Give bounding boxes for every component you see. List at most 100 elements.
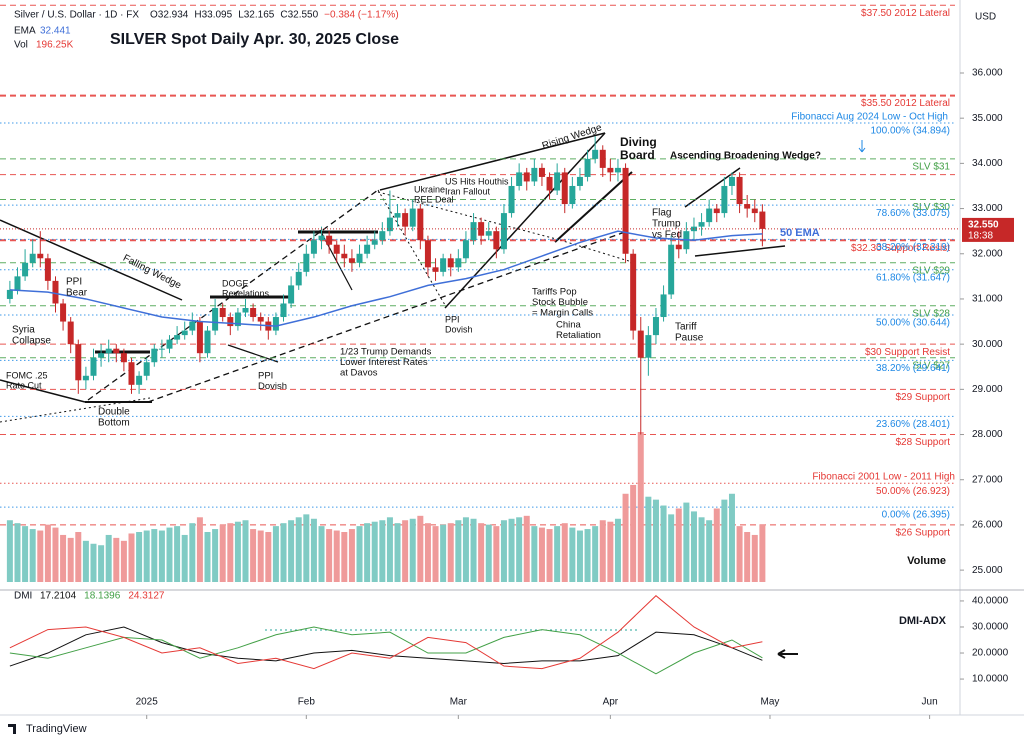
- candle-body: [90, 357, 97, 376]
- candle-body: [645, 335, 652, 358]
- volume-bar: [478, 523, 485, 582]
- volume-bar: [272, 526, 279, 582]
- candle-body: [364, 244, 371, 254]
- footer: TradingView: [26, 723, 87, 735]
- volume-bar: [546, 529, 553, 582]
- volume-bar: [242, 520, 249, 582]
- volume-bar: [744, 532, 751, 582]
- volume-bar: [120, 540, 127, 582]
- candle-body: [455, 258, 462, 268]
- candle-body: [189, 321, 196, 331]
- y-tick-label: 33.000: [972, 203, 1003, 214]
- dmi-label: DMI: [14, 591, 32, 602]
- candle-body: [751, 208, 758, 214]
- annotation: Ukraine: [414, 184, 445, 194]
- candle-body: [485, 231, 492, 236]
- candle-body: [668, 244, 675, 295]
- volume-bar: [295, 517, 302, 582]
- annotation: Double: [98, 407, 130, 418]
- volume-bar: [265, 532, 272, 582]
- candle-body: [22, 262, 29, 277]
- candle-body: [736, 176, 743, 205]
- candle-body: [227, 317, 234, 327]
- candle-body: [105, 348, 112, 354]
- volume-bar: [614, 518, 621, 582]
- candle-body: [341, 253, 348, 259]
- candle-body: [447, 258, 454, 268]
- candle-body: [82, 375, 89, 381]
- volume-bar: [759, 524, 766, 582]
- annotation: = Margin Calls: [532, 308, 593, 319]
- volume-bar: [6, 520, 13, 582]
- rising-wedge: [379, 132, 606, 191]
- y-tick-label: 32.000: [972, 248, 1003, 259]
- volume-bar: [584, 529, 591, 582]
- level-label: 0.00% (26.395): [882, 510, 950, 521]
- trendline: [377, 189, 446, 306]
- annotation: FOMC .25: [6, 370, 48, 380]
- candle-body: [386, 217, 393, 232]
- y-tick-label: 34.000: [972, 158, 1003, 169]
- volume-bar: [82, 540, 89, 582]
- annotation: US Hits Houthis: [445, 176, 509, 186]
- volume-bar: [637, 432, 644, 582]
- candle-body: [417, 208, 424, 241]
- volume-bar: [728, 493, 735, 582]
- candle-body: [128, 362, 135, 385]
- volume-bar: [386, 517, 393, 582]
- vol-value: 196.25K: [36, 40, 74, 51]
- volume-bar: [234, 521, 241, 582]
- annotation: Lower Interest Rates: [340, 357, 428, 368]
- candle-body: [462, 240, 469, 259]
- candle-body: [599, 149, 606, 168]
- candle-body: [576, 176, 583, 186]
- volume-bar: [174, 526, 181, 582]
- candle-body: [744, 204, 751, 209]
- candle-body: [181, 330, 188, 336]
- level-label: 23.60% (28.401): [876, 419, 950, 430]
- volume-bar: [219, 524, 226, 582]
- volume-bar: [14, 523, 21, 582]
- volume-bar: [500, 520, 507, 582]
- volume-bar: [90, 543, 97, 582]
- level-label: $29 Support: [896, 392, 951, 403]
- candle-body: [333, 244, 340, 254]
- candle-body: [29, 253, 36, 263]
- trendline: [147, 231, 626, 403]
- candle-body: [348, 258, 355, 263]
- trendline: [227, 344, 279, 363]
- quote-value: O32.934: [150, 10, 189, 21]
- level-label: $30 Support Resist: [865, 347, 950, 358]
- chart-title: SILVER Spot Daily Apr. 30, 2025 Close: [110, 31, 399, 48]
- annotation: Tariffs Pop: [532, 287, 577, 298]
- volume-bar: [303, 514, 310, 582]
- candle-body: [37, 253, 44, 259]
- price-tag-label: 32.550: [968, 220, 999, 231]
- volume-bar: [683, 502, 690, 582]
- dmi-line: [9, 626, 763, 675]
- y-tick-label: 36.000: [972, 68, 1003, 79]
- volume-bar: [432, 526, 439, 582]
- level-label: SLV $29: [912, 265, 950, 276]
- annotation: PPI: [258, 371, 273, 382]
- annotation: Fibonacci 2001 Low - 2011 High: [812, 472, 955, 483]
- volume-bar: [402, 520, 409, 582]
- x-tick-label: 2025: [136, 697, 159, 708]
- candle-body: [607, 167, 614, 173]
- volume-bar: [227, 523, 234, 582]
- annotation: Flag: [652, 208, 671, 219]
- candle-body: [402, 213, 409, 227]
- annotation: Trump: [652, 219, 681, 230]
- symbol: Silver / U.S. Dollar · 1D · FX: [14, 10, 139, 21]
- level-label: $32.30 Support Resist: [851, 243, 950, 254]
- trendline: [0, 219, 183, 301]
- dmi-tick-label: 40.0000: [972, 596, 1009, 607]
- candle-body: [242, 307, 249, 313]
- level-label: SLV $30: [912, 202, 950, 213]
- level-label: 61.80% (31.647): [876, 272, 950, 283]
- candle-body: [234, 312, 241, 327]
- volume-bar: [75, 532, 82, 582]
- candle-body: [14, 276, 21, 290]
- candle-body: [318, 235, 325, 241]
